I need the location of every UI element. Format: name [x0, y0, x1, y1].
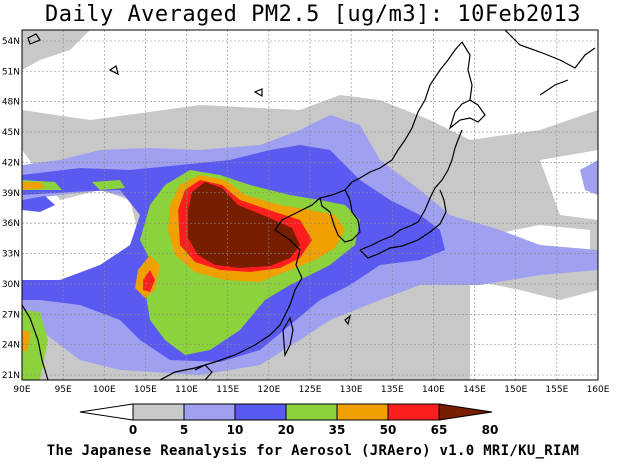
footer-credit: The Japanese Reanalysis for Aerosol (JRA…: [46, 443, 580, 459]
map-title: Daily Averaged PM2.5 [ug/m3]: 10Feb2013: [44, 2, 582, 27]
colorbar-lower-arrow: [79, 403, 134, 421]
colorbar-label: 0: [129, 423, 137, 437]
longitude-label: 145E: [463, 385, 486, 395]
latitude-label: 27N: [2, 310, 20, 320]
latitude-label: 39N: [2, 189, 20, 199]
longitude-labels: 90E 95E 100E 105E 110E 115E 120E 125E 130E 135E 14…: [13, 385, 609, 395]
latitude-label: 54N: [2, 37, 20, 47]
latitude-label: 42N: [2, 158, 20, 168]
longitude-label: 130E: [340, 385, 363, 395]
longitude-label: 90E: [13, 385, 30, 395]
longitude-label: 155E: [545, 385, 568, 395]
latitude-label: 33N: [2, 250, 20, 260]
longitude-label: 115E: [216, 385, 239, 395]
latitude-label: 48N: [2, 98, 20, 108]
longitude-label: 110E: [175, 385, 198, 395]
colorbar-label: 10: [227, 423, 244, 437]
grid-lines: [22, 30, 598, 380]
latitude-label: 45N: [2, 128, 20, 138]
latitude-label: 24N: [2, 341, 20, 351]
colorbar: 0 5 10 20 35 50 65 80: [79, 403, 499, 437]
colorbar-label: 20: [278, 423, 295, 437]
longitude-label: 160E: [587, 385, 610, 395]
colorbar-segment: [234, 403, 287, 421]
colorbar-segment: [336, 403, 389, 421]
coastlines: [22, 30, 596, 380]
concentration-field: [22, 30, 598, 380]
longitude-label: 135E: [381, 385, 404, 395]
plot-frame: [21, 29, 599, 381]
latitude-label: 51N: [2, 67, 20, 77]
latitude-label: 21N: [2, 371, 20, 381]
longitude-label: 105E: [134, 385, 157, 395]
longitude-label: 140E: [422, 385, 445, 395]
colorbar-label: 80: [482, 423, 499, 437]
longitude-label: 150E: [504, 385, 527, 395]
colorbar-segment: [132, 403, 185, 421]
colorbar-label: 65: [431, 423, 448, 437]
latitude-label: 36N: [2, 219, 20, 229]
longitude-label: 100E: [93, 385, 116, 395]
colorbar-label: 50: [380, 423, 397, 437]
colorbar-segment: [285, 403, 338, 421]
longitude-label: 120E: [257, 385, 280, 395]
colorbar-upper-arrow: [438, 403, 493, 421]
latitude-labels: 54N 51N 48N 45N 42N 39N 36N 33N 30N 27N 24N 21N: [2, 37, 20, 381]
colorbar-segment: [387, 403, 440, 421]
longitude-label: 125E: [299, 385, 322, 395]
colorbar-label: 5: [180, 423, 188, 437]
colorbar-label: 35: [329, 423, 346, 437]
colorbar-segment: [183, 403, 236, 421]
latitude-label: 30N: [2, 280, 20, 290]
longitude-label: 95E: [55, 385, 72, 395]
